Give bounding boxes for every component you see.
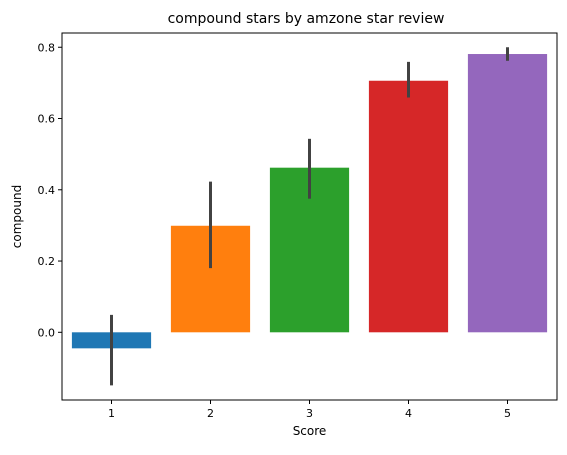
chart-title: compound stars by amzone star review (168, 11, 445, 27)
error-bars-group (110, 47, 509, 386)
plot-frame (61, 32, 558, 401)
y-tick-label: 0.0 (38, 326, 56, 339)
y-tick-label: 0.8 (38, 41, 56, 54)
y-axis-label: compound (10, 185, 24, 248)
x-tick-label-2: 2 (207, 407, 214, 420)
x-tick-label-1: 1 (108, 407, 115, 420)
bar-5 (467, 54, 548, 333)
x-axis: 1 2 3 4 5 (108, 400, 511, 420)
y-axis: 0.0 0.2 0.4 0.6 0.8 (38, 41, 62, 339)
x-tick-label-5: 5 (504, 407, 511, 420)
x-axis-label: Score (293, 424, 327, 438)
bar-4 (368, 80, 449, 333)
y-tick-label: 0.2 (38, 255, 56, 268)
y-tick-label: 0.6 (38, 113, 56, 126)
x-tick-label-4: 4 (405, 407, 412, 420)
x-tick-label-3: 3 (306, 407, 313, 420)
bars-group (71, 54, 548, 349)
y-tick-label: 0.4 (38, 184, 56, 197)
